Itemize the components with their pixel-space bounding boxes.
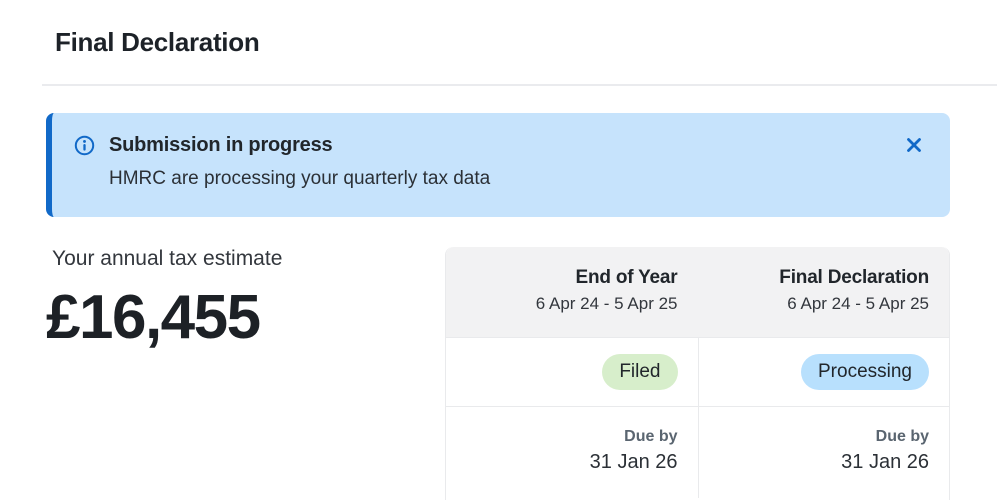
tax-periods-card: End of Year 6 Apr 24 - 5 Apr 25 Final De… (445, 247, 950, 500)
status-cell-end-of-year: Filed (446, 338, 698, 406)
close-icon[interactable] (904, 135, 924, 155)
column-period: 6 Apr 24 - 5 Apr 25 (535, 294, 678, 313)
banner-text: Submission in progress HMRC are processi… (109, 133, 490, 190)
column-title: End of Year (575, 267, 678, 288)
column-header-final-declaration: Final Declaration 6 Apr 24 - 5 Apr 25 (698, 266, 950, 337)
column-title: Final Declaration (779, 267, 929, 288)
status-badge-processing: Processing (801, 354, 929, 390)
due-date: 31 Jan 26 (589, 451, 678, 473)
info-icon (74, 135, 95, 156)
status-row: Filed Processing (446, 337, 949, 406)
due-date: 31 Jan 26 (841, 451, 929, 473)
banner-message: HMRC are processing your quarterly tax d… (109, 168, 491, 189)
periods-header-row: End of Year 6 Apr 24 - 5 Apr 25 Final De… (446, 247, 949, 337)
due-by-label: Due by (624, 428, 678, 445)
due-by-label: Due by (875, 428, 929, 445)
annual-tax-estimate-value: £16,455 (46, 283, 261, 352)
title-divider (42, 84, 997, 86)
annual-tax-estimate-label: Your annual tax estimate (52, 247, 283, 270)
column-period: 6 Apr 24 - 5 Apr 25 (787, 294, 929, 313)
due-cell-end-of-year: Due by 31 Jan 26 (446, 407, 698, 498)
due-row: Due by 31 Jan 26 Due by 31 Jan 26 (446, 406, 949, 498)
status-cell-final-declaration: Processing (697, 338, 950, 406)
page-title: Final Declaration (55, 27, 260, 57)
due-cell-final-declaration: Due by 31 Jan 26 (697, 407, 950, 498)
column-header-end-of-year: End of Year 6 Apr 24 - 5 Apr 25 (446, 266, 698, 337)
submission-progress-banner: Submission in progress HMRC are processi… (46, 113, 950, 217)
status-badge-filed: Filed (602, 354, 678, 390)
banner-title: Submission in progress (109, 134, 333, 156)
